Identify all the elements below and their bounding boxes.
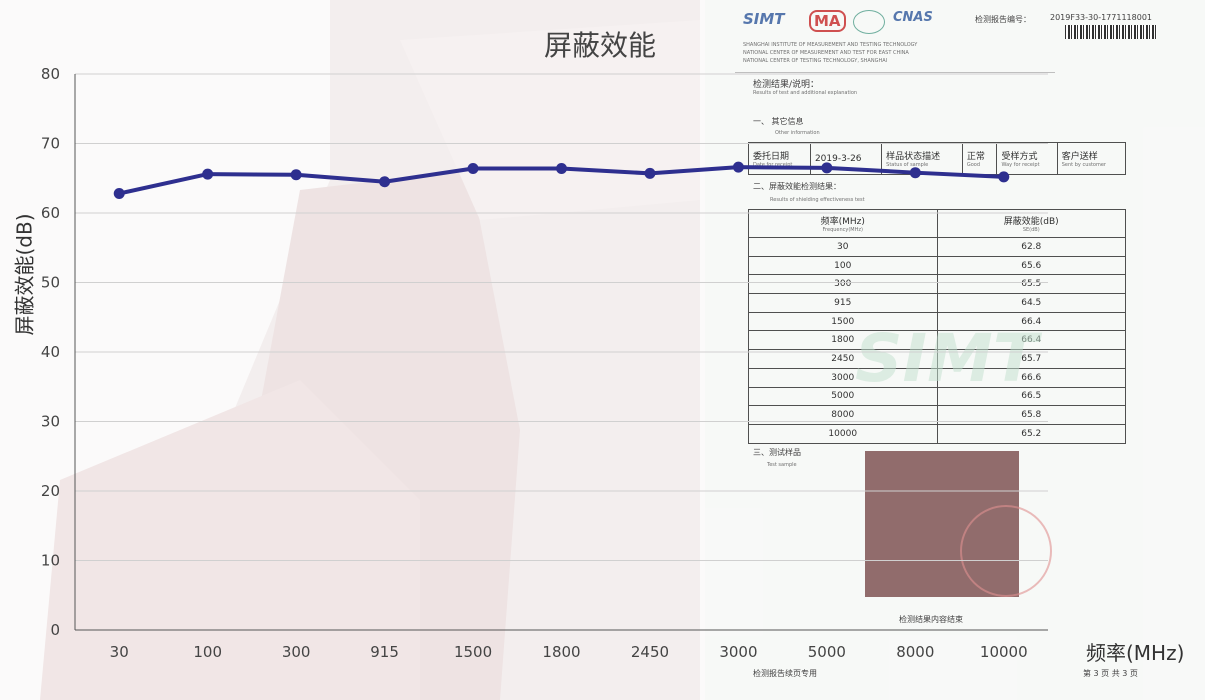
ma-logo: MA <box>809 10 846 32</box>
se-table-head-se: 屏蔽效能(dB) SE(dB) <box>936 209 1126 238</box>
se-table-row: 915 64.5 <box>748 293 1126 313</box>
data-point <box>379 176 391 188</box>
y-tick-label: 10 <box>41 552 60 570</box>
data-point <box>202 168 214 180</box>
cnas-logo: CNAS <box>893 10 933 25</box>
institute-line-3: NATIONAL CENTER OF TESTING TECHNOLOGY, S… <box>743 58 888 64</box>
institute-line-1: SHANGHAI INSTITUTE OF MEASUREMENT AND TE… <box>743 42 918 48</box>
x-tick-label: 300 <box>282 643 311 661</box>
se-table-row: 30 62.8 <box>748 237 1126 257</box>
info-cell: 客户送样 Sent by customer <box>1056 142 1127 175</box>
x-tick-label: 8000 <box>896 643 934 661</box>
section-2-heading: 二、屏蔽效能检测结果： <box>753 182 841 191</box>
report-no: 2019F33-30-1771118001 <box>1050 13 1152 22</box>
section-2-heading-en: Results of shielding effectiveness test <box>770 197 865 203</box>
x-tick-label: 3000 <box>719 643 757 661</box>
simt-logo: SIMT <box>743 10 785 28</box>
chart-title: 屏蔽效能 <box>543 29 656 62</box>
y-tick-label: 60 <box>41 204 60 222</box>
x-tick-label: 10000 <box>980 643 1028 661</box>
end-note: 检测结果内容结束 <box>899 615 963 624</box>
results-heading-en: Results of test and additional explanati… <box>753 90 858 96</box>
x-tick-label: 30 <box>110 643 129 661</box>
simt-watermark: SIMT <box>855 320 1038 397</box>
se-table-row: 10000 65.2 <box>748 423 1126 444</box>
data-point <box>556 163 567 175</box>
x-tick-label: 100 <box>193 643 222 661</box>
y-tick-label: 0 <box>50 621 60 639</box>
data-point <box>644 167 656 179</box>
se-results-table: 频率(MHz) Frequency(MHz) 屏蔽效能(dB) SE(dB) 30 6… <box>748 209 1126 444</box>
official-stamp <box>960 505 1052 597</box>
y-tick-label: 70 <box>41 135 60 153</box>
barcode <box>1065 25 1157 39</box>
x-axis-label: 频率(MHz) <box>1086 641 1185 665</box>
x-tick-label: 2450 <box>631 643 669 661</box>
test-report: SIMT MA CNAS 检测报告编号： 2019F33-30-17711180… <box>705 0 1205 700</box>
y-tick-label: 20 <box>41 482 60 500</box>
se-table-row: 3000 66.6 <box>748 367 1126 388</box>
institute-line-2: NATIONAL CENTER OF MEASUREMENT AND TEST … <box>743 50 909 56</box>
se-table-head-frequency: 频率(MHz) Frequency(MHz) <box>748 209 938 238</box>
data-point <box>113 188 125 200</box>
data-point <box>998 171 1010 183</box>
x-tick-label: 1500 <box>454 643 492 661</box>
footer-left: 检测报告续页专用 <box>753 669 817 678</box>
results-heading: 检测结果/说明： <box>753 80 820 90</box>
ilac-logo <box>853 10 885 34</box>
section-3-heading: 三、测试样品 <box>753 448 801 457</box>
se-table-value-cell: 65.2 <box>936 423 1126 444</box>
x-tick-label: 915 <box>370 643 399 661</box>
info-cell: 样品状态描述 Status of sample <box>881 142 963 175</box>
header-divider <box>735 72 1055 73</box>
footer-page: 第 3 页 共 3 页 <box>1083 669 1138 678</box>
section-3-heading-en: Test sample <box>767 462 797 468</box>
y-tick-label: 40 <box>41 343 60 361</box>
section-1-heading: 一、 其它信息 <box>753 117 804 126</box>
info-cell: 委托日期 Date for receipt <box>748 142 811 175</box>
data-point <box>467 163 479 175</box>
data-point <box>909 167 921 179</box>
y-tick-label: 30 <box>41 413 60 431</box>
info-cell: 正常 Good <box>961 142 998 175</box>
data-point <box>821 162 833 174</box>
x-tick-label: 5000 <box>808 643 846 661</box>
y-tick-label: 80 <box>41 65 60 83</box>
x-tick-label: 1800 <box>542 643 580 661</box>
data-point <box>732 161 744 173</box>
info-table: 委托日期 Date for receipt 2019-3-26 样品状态描述 Sta… <box>748 142 1127 175</box>
report-no-label: 检测报告编号： <box>975 15 1031 24</box>
section-1-heading-en: Other information <box>775 130 820 136</box>
y-tick-label: 50 <box>41 274 60 292</box>
data-point <box>290 169 302 181</box>
se-table-row: 100 65.6 <box>748 255 1126 276</box>
